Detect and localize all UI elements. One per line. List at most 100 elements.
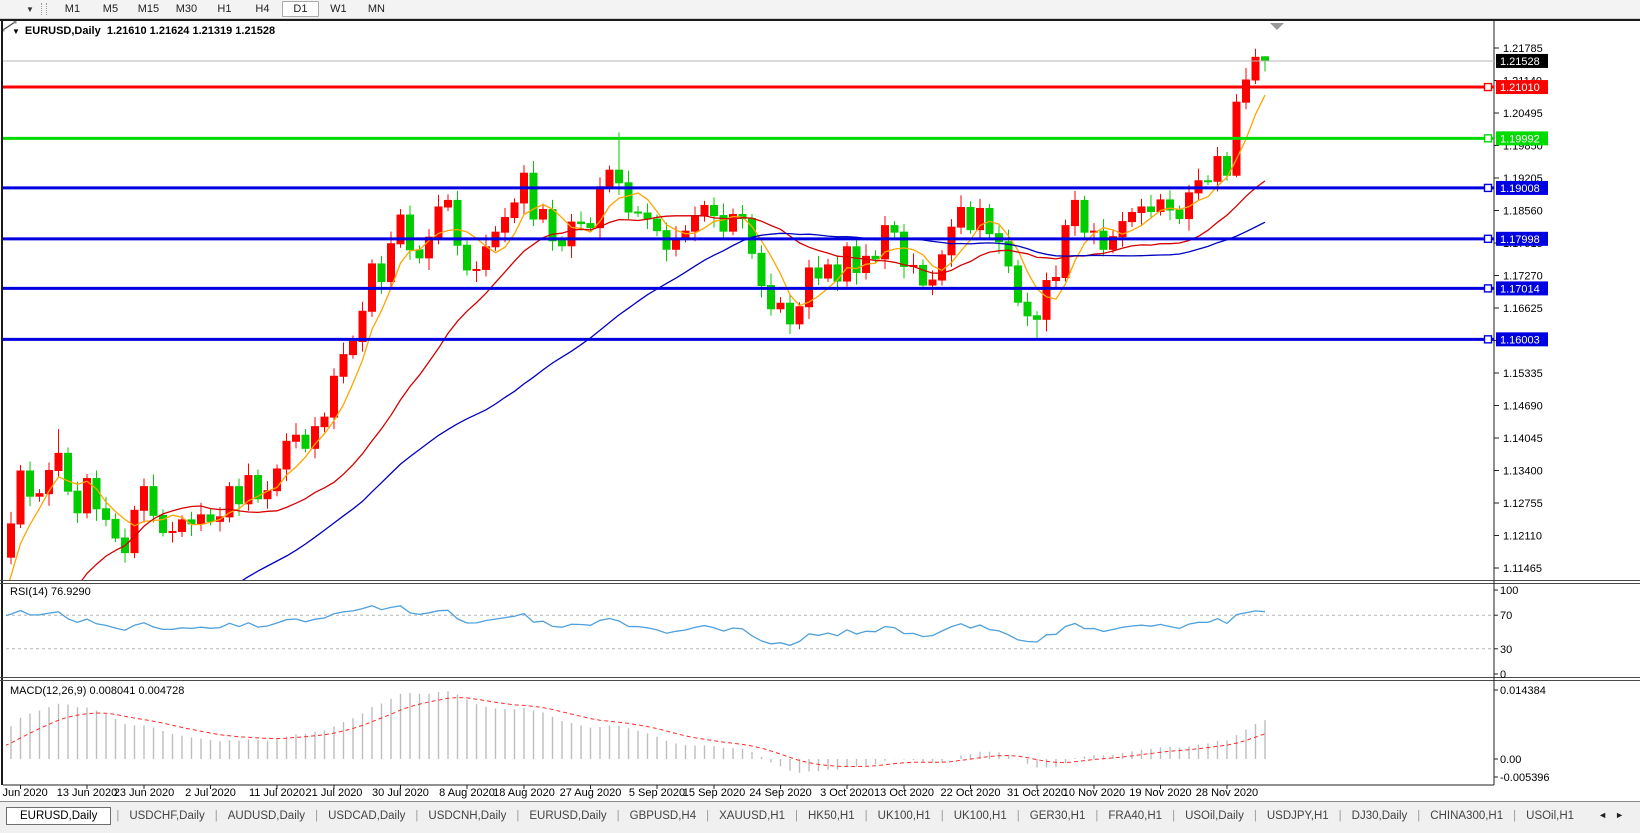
symbol-label: EURUSD,Daily [24, 25, 101, 37]
tab-separator: | [214, 810, 218, 822]
rsi-line [6, 605, 1266, 647]
svg-text:8 Aug 2020: 8 Aug 2020 [439, 787, 495, 799]
dropdown-caret-icon[interactable]: ▼ [26, 4, 34, 14]
svg-text:13 Oct 2020: 13 Oct 2020 [874, 787, 934, 799]
chart-tab-5[interactable]: EURUSD,Daily [529, 810, 607, 822]
svg-text:1.13400: 1.13400 [1503, 466, 1543, 478]
ma-mid-line [81, 180, 1266, 580]
chart-tab-2[interactable]: AUDUSD,Daily [227, 810, 306, 822]
svg-text:1.16003: 1.16003 [1500, 334, 1540, 346]
svg-text:1.18560: 1.18560 [1503, 206, 1543, 218]
ma-fast-line [8, 94, 1266, 580]
svg-text:1.11465: 1.11465 [1503, 563, 1542, 575]
svg-text:19 Nov 2020: 19 Nov 2020 [1129, 787, 1191, 799]
timeframe-button-w1[interactable]: W1 [330, 3, 347, 15]
chart-tab-9[interactable]: UK100,H1 [877, 810, 931, 822]
svg-text:1.19008: 1.19008 [1500, 183, 1540, 195]
chart-canvas[interactable]: 1.217851.211401.204951.198501.192051.185… [0, 19, 1640, 801]
timeframe-button-h1[interactable]: H1 [217, 3, 232, 15]
svg-text:0.00: 0.00 [1500, 754, 1521, 766]
chart-tab-4[interactable]: USDCNH,Daily [428, 810, 507, 822]
svg-text:27 Aug 2020: 27 Aug 2020 [560, 787, 622, 799]
svg-text:1.17998: 1.17998 [1500, 234, 1540, 246]
ohlc-values: 1.21610 1.21624 1.21319 1.21528 [106, 25, 276, 37]
timeframe-button-m1[interactable]: M1 [64, 3, 81, 15]
svg-text:1.21785: 1.21785 [1503, 43, 1543, 55]
macd-main-value: 0.008041 [89, 685, 136, 697]
collapse-triangle-icon[interactable]: ▼ [12, 27, 20, 36]
svg-text:18 Aug 2020: 18 Aug 2020 [493, 787, 555, 799]
tab-separator: | [1016, 810, 1020, 822]
support-resistance-lines[interactable] [3, 82, 1494, 344]
chart-tab-14[interactable]: USDJPY,H1 [1266, 810, 1329, 822]
price-label-boxes: 1.21010 1.19992 1.19008 1.17998 1.17014 1.160… [1496, 53, 1548, 347]
toolbar-grip [40, 3, 47, 15]
ma-slow-line [241, 221, 1266, 580]
tab-separator: | [1513, 810, 1517, 822]
tab-separator: | [516, 810, 520, 822]
tab-separator: | [116, 810, 120, 822]
tab-separator: | [1253, 810, 1257, 822]
chart-tab-6[interactable]: GBPUSD,H4 [629, 810, 697, 822]
svg-text:0.014384: 0.014384 [1500, 685, 1546, 697]
tab-separator: | [315, 810, 319, 822]
macd-signal-value: 0.004728 [138, 685, 185, 697]
svg-text:1.15335: 1.15335 [1503, 368, 1543, 380]
chart-tab-8[interactable]: HK50,H1 [807, 810, 855, 822]
svg-text:23 Jun 2020: 23 Jun 2020 [114, 787, 175, 799]
svg-text:31 Oct 2020: 31 Oct 2020 [1007, 787, 1067, 799]
tab-scroll-left-icon[interactable]: ◄ [1598, 810, 1616, 820]
timeframe-button-mn[interactable]: MN [367, 3, 385, 15]
svg-text:1.20495: 1.20495 [1503, 108, 1543, 120]
chart-tabs-bar: EURUSD,Daily | USDCHF,Daily | AUDUSD,Daily | U… [0, 801, 1640, 833]
svg-text:5 Sep 2020: 5 Sep 2020 [629, 787, 685, 799]
macd-indicator-label: MACD(12,26,9) 0.008041 0.004728 [10, 685, 185, 697]
svg-text:0: 0 [1500, 669, 1506, 681]
timeframe-button-m30[interactable]: M30 [175, 3, 198, 15]
chart-shift-marker[interactable] [1270, 23, 1284, 30]
toolbar: ▼ M1 M5 M15 M30 H1 H4 D1 W1 MN [0, 0, 1640, 32]
svg-text:1.14690: 1.14690 [1503, 401, 1543, 413]
svg-text:11 Jul 2020: 11 Jul 2020 [249, 787, 305, 799]
tab-separator: | [415, 810, 419, 822]
rsi-scale: 100 70 30 0 [1494, 585, 1518, 681]
svg-text:100: 100 [1500, 585, 1518, 597]
chart-tab-1[interactable]: USDCHF,Daily [129, 810, 205, 822]
chart-tab-10[interactable]: UK100,H1 [953, 810, 1007, 822]
macd-signal-line [6, 696, 1266, 768]
tab-separator: | [616, 810, 620, 822]
macd-histogram [10, 691, 1266, 773]
svg-text:4 Jun 2020: 4 Jun 2020 [0, 787, 48, 799]
chart-tab-16[interactable]: CHINA300,H1 [1430, 810, 1504, 822]
chart-tab-3[interactable]: USDCAD,Daily [328, 810, 406, 822]
rsi-indicator-label: RSI(14) 76.9290 [10, 586, 91, 598]
tab-scroll-arrows: ◄► [1598, 810, 1632, 820]
timeframe-button-h4[interactable]: H4 [255, 3, 270, 15]
chart-tab-11[interactable]: GER30,H1 [1029, 810, 1086, 822]
tab-separator: | [706, 810, 710, 822]
chart-tab-13[interactable]: USOil,Daily [1185, 810, 1244, 822]
svg-text:30: 30 [1500, 644, 1512, 656]
line-studies-icon[interactable] [1, 2, 24, 32]
tab-separator: | [1095, 810, 1099, 822]
svg-text:70: 70 [1500, 610, 1512, 622]
price-axis: 1.217851.211401.204951.198501.192051.185… [1494, 43, 1543, 575]
chart-tab-12[interactable]: FRA40,H1 [1108, 810, 1163, 822]
svg-text:3 Oct 2020: 3 Oct 2020 [820, 787, 874, 799]
chart-tab-7[interactable]: XAUUSD,H1 [719, 810, 785, 822]
timeframe-button-m15[interactable]: M15 [137, 3, 160, 15]
timeframe-button-d1[interactable]: D1 [281, 1, 319, 17]
timeframe-button-m5[interactable]: M5 [102, 3, 119, 15]
tab-separator: | [1417, 810, 1421, 822]
chart-tab-0[interactable]: EURUSD,Daily [6, 807, 112, 825]
chart-tab-17[interactable]: USOil,H1 [1526, 810, 1575, 822]
tab-scroll-right-icon[interactable]: ► [1615, 810, 1632, 820]
chart-tab-15[interactable]: DJ30,Daily [1351, 810, 1408, 822]
rsi-current-value: 76.9290 [50, 586, 91, 598]
svg-text:1.14045: 1.14045 [1503, 433, 1543, 445]
svg-text:28 Nov 2020: 28 Nov 2020 [1196, 787, 1258, 799]
svg-text:30 Jul 2020: 30 Jul 2020 [372, 787, 429, 799]
timeframe-buttons: M1 M5 M15 M30 H1 H4 D1 W1 MN [54, 1, 395, 17]
